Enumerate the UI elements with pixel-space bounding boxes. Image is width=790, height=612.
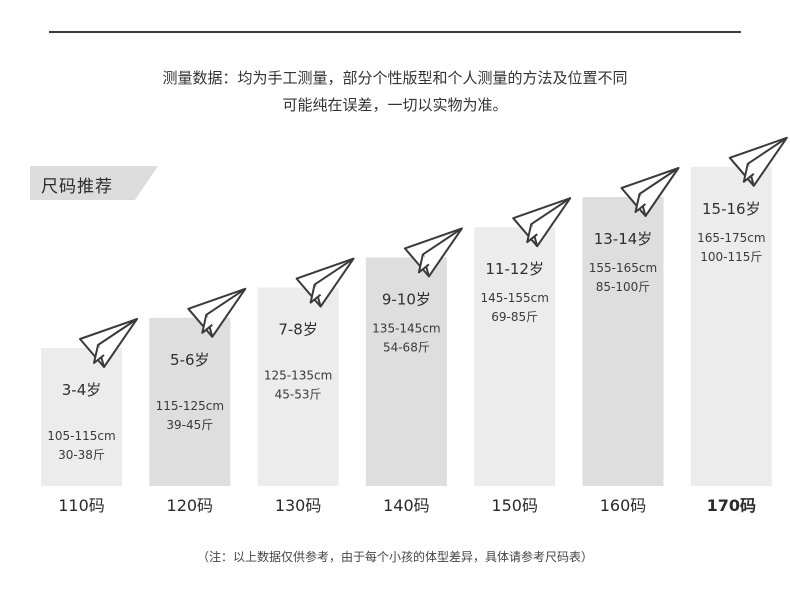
paper-plane-icon	[620, 167, 680, 217]
paper-plane-icon	[295, 257, 355, 308]
size-category-label: 150码	[491, 496, 538, 515]
weight-label: 69-85斤	[491, 310, 538, 324]
size-bar	[365, 257, 447, 486]
weight-label: 30-38斤	[58, 448, 105, 462]
size-category-label: 170码	[707, 496, 756, 515]
top-divider	[49, 31, 741, 33]
size-bar	[41, 348, 122, 486]
size-category-label: 120码	[167, 496, 214, 515]
age-label: 15-16岁	[702, 200, 761, 218]
height-label: 125-135cm	[264, 369, 332, 383]
age-label: 3-4岁	[62, 381, 102, 399]
size-bar	[149, 317, 231, 486]
weight-label: 45-53斤	[275, 388, 322, 402]
height-label: 115-125cm	[156, 399, 224, 413]
paper-plane-icon	[403, 227, 463, 278]
height-label: 145-155cm	[480, 291, 548, 305]
size-category-label: 160码	[600, 496, 647, 515]
age-label: 7-8岁	[278, 321, 318, 339]
size-bar	[474, 227, 556, 486]
age-label: 9-10岁	[382, 290, 431, 308]
size-recommend-tag	[30, 166, 158, 200]
height-label: 135-145cm	[372, 321, 440, 335]
intro-line-1: 测量数据：均为手工测量，部分个性版型和个人测量的方法及位置不同	[162, 69, 628, 87]
footnote: （注：以上数据仅供参考，由于每个小孩的体型差异，具体请参考尺码表）	[196, 550, 593, 564]
height-label: 165-175cm	[697, 231, 765, 245]
size-bar	[690, 166, 772, 487]
age-label: 5-6岁	[170, 351, 210, 369]
paper-plane-icon	[187, 287, 247, 338]
size-category-label: 140码	[383, 496, 430, 515]
size-recommend-label: 尺码推荐	[41, 177, 113, 197]
weight-label: 39-45斤	[166, 418, 213, 432]
size-category-label: 130码	[275, 496, 322, 515]
size-category-label: 110码	[58, 496, 105, 515]
paper-plane-icon	[728, 136, 788, 187]
age-label: 13-14岁	[594, 230, 653, 248]
intro-line-2: 可能纯在误差，一切以实物为准。	[282, 96, 508, 114]
height-label: 155-165cm	[589, 261, 657, 275]
height-label: 105-115cm	[47, 429, 115, 443]
weight-label: 100-115斤	[700, 250, 762, 264]
size-bar	[257, 287, 339, 486]
age-label: 11-12岁	[485, 260, 544, 278]
paper-plane-icon	[512, 197, 572, 248]
weight-label: 85-100斤	[596, 280, 651, 294]
size-bar	[582, 197, 664, 486]
weight-label: 54-68斤	[383, 340, 430, 354]
paper-plane-icon	[79, 318, 138, 368]
